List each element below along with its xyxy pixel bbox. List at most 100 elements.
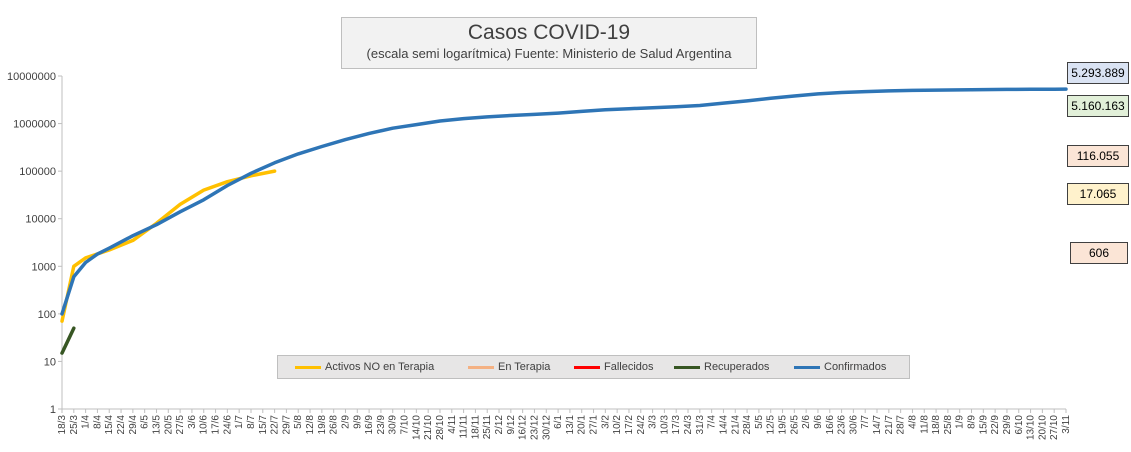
series-lines (60, 87, 1068, 389)
x-tick-label: 12/5 (766, 415, 777, 435)
x-tick-label: 15/7 (258, 415, 269, 435)
x-tick-label: 6/1 (553, 415, 564, 429)
legend-item-confirmados: Confirmados (794, 356, 886, 378)
y-tick-label: 100 (38, 309, 56, 321)
legend-label-recuperados: Recuperados (704, 361, 770, 373)
x-tick-label: 18/11 (470, 415, 481, 440)
x-tick-label: 28/4 (742, 415, 753, 435)
x-tick-label: 22/7 (270, 415, 281, 435)
x-tick-label: 21/10 (423, 415, 434, 440)
legend-label-terapia: En Terapia (498, 361, 551, 373)
x-tick-label: 22/4 (116, 415, 127, 435)
chart-subtitle: (escala semi logarítmica) Fuente: Minist… (366, 46, 732, 61)
end-label-fallecidos: 116.055 (1067, 145, 1129, 167)
legend-label-fallecidos: Fallecidos (604, 361, 654, 373)
x-tick-label: 22/9 (990, 415, 1001, 435)
x-tick-label: 3/11 (1061, 415, 1072, 434)
legend: Activos NO en Terapia En Terapia Falleci… (277, 355, 910, 379)
x-tick-label: 7/10 (400, 415, 411, 435)
x-tick-label: 13/1 (565, 415, 576, 435)
legend-swatch-confirmados (794, 365, 820, 369)
x-tick-label: 1/7 (234, 415, 245, 429)
x-tick-label: 27/10 (1049, 415, 1060, 440)
legend-item-activos: Activos NO en Terapia (295, 356, 434, 378)
x-tick-label: 26/5 (789, 415, 800, 435)
x-tick-label: 16/9 (364, 415, 375, 435)
x-tick-label: 17/2 (624, 415, 635, 435)
x-tick-label: 2/12 (494, 415, 505, 435)
x-tick-label: 20/5 (163, 415, 174, 435)
x-tick-label: 27/1 (589, 415, 600, 435)
x-tick-label: 3/2 (600, 415, 611, 429)
x-tick-label: 1/9 (955, 415, 966, 429)
x-tick-label: 25/8 (943, 415, 954, 435)
x-tick-label: 4/11 (447, 415, 458, 434)
x-tick-label: 3/6 (187, 415, 198, 429)
x-tick-label: 18/3 (57, 415, 68, 435)
x-tick-label: 17/3 (671, 415, 682, 435)
x-tick-label: 24/2 (636, 415, 647, 435)
chart-title: Casos COVID-19 (467, 21, 631, 44)
legend-label-confirmados: Confirmados (824, 361, 887, 373)
x-tick-label: 2/6 (801, 415, 812, 429)
y-tick-label: 1 (50, 404, 56, 416)
x-tick-label: 10/6 (199, 415, 210, 435)
legend-label-activos: Activos NO en Terapia (325, 361, 435, 373)
legend-item-recuperados: Recuperados (674, 356, 769, 378)
x-tick-label: 19/5 (778, 415, 789, 435)
x-tick-label: 11/11 (459, 415, 470, 439)
x-tick-label: 7/4 (707, 415, 718, 429)
series-line-activos (60, 169, 277, 323)
x-tick-label: 6/10 (1014, 415, 1025, 435)
x-tick-label: 7/7 (860, 415, 871, 429)
end-label-activos: 17.065 (1067, 183, 1129, 205)
x-tick-label: 11/8 (919, 415, 930, 434)
title-box: Casos COVID-19 (escala semi logarítmica)… (341, 17, 757, 69)
x-tick-label: 9/6 (813, 415, 824, 429)
x-tick-label: 15/4 (104, 415, 115, 435)
x-tick-label: 9/9 (352, 415, 363, 429)
x-tick-label: 1/4 (81, 415, 92, 429)
x-tick-label: 27/5 (175, 415, 186, 435)
x-tick-label: 24/6 (222, 415, 233, 435)
x-tick-label: 30/12 (541, 415, 552, 440)
y-tick-label: 10000000 (7, 71, 56, 83)
x-tick-label: 3/3 (648, 415, 659, 429)
series-line-confirmados (60, 87, 1068, 316)
axes: 1 10 100 1000 10000 100000 1000000 10000000 18/3… (7, 71, 1072, 440)
x-tick-label: 15/9 (978, 415, 989, 435)
legend-item-terapia: En Terapia (468, 356, 550, 378)
x-tick-label: 28/7 (896, 415, 907, 435)
legend-swatch-fallecidos (574, 365, 600, 369)
end-label-recuperados: 5.160.163 (1067, 95, 1129, 117)
x-tick-label: 16/12 (518, 415, 529, 440)
x-tick-label: 14/4 (718, 415, 729, 435)
x-tick-label: 18/8 (931, 415, 942, 435)
x-tick-label: 23/12 (529, 415, 540, 440)
x-tick-label: 10/2 (612, 415, 623, 435)
x-tick-label: 13/10 (1026, 415, 1037, 440)
x-tick-label: 30/9 (388, 415, 399, 435)
x-tick-label: 29/9 (1002, 415, 1013, 435)
x-tick-label: 6/5 (140, 415, 151, 429)
series-line-recuperados (60, 326, 76, 355)
legend-swatch-terapia (468, 365, 494, 369)
x-tick-label: 23/9 (376, 415, 387, 435)
x-tick-label: 9/12 (506, 415, 517, 435)
x-tick-label: 23/6 (837, 415, 848, 435)
end-label-terapia: 606 (1070, 242, 1128, 264)
x-tick-label: 31/3 (695, 415, 706, 435)
legend-item-fallecidos: Fallecidos (574, 356, 654, 378)
y-tick-label: 1000 (32, 261, 56, 273)
y-tick-label: 1000000 (13, 119, 56, 131)
x-tick-label: 13/5 (151, 415, 162, 435)
legend-swatch-activos (295, 365, 321, 369)
x-tick-label: 29/4 (128, 415, 139, 435)
x-tick-label: 29/7 (281, 415, 292, 435)
x-tick-label: 30/6 (848, 415, 859, 435)
x-tick-label: 14/7 (872, 415, 883, 435)
x-tick-label: 25/11 (482, 415, 493, 440)
x-tick-label: 5/5 (754, 415, 765, 429)
x-tick-label: 8/9 (967, 415, 978, 429)
